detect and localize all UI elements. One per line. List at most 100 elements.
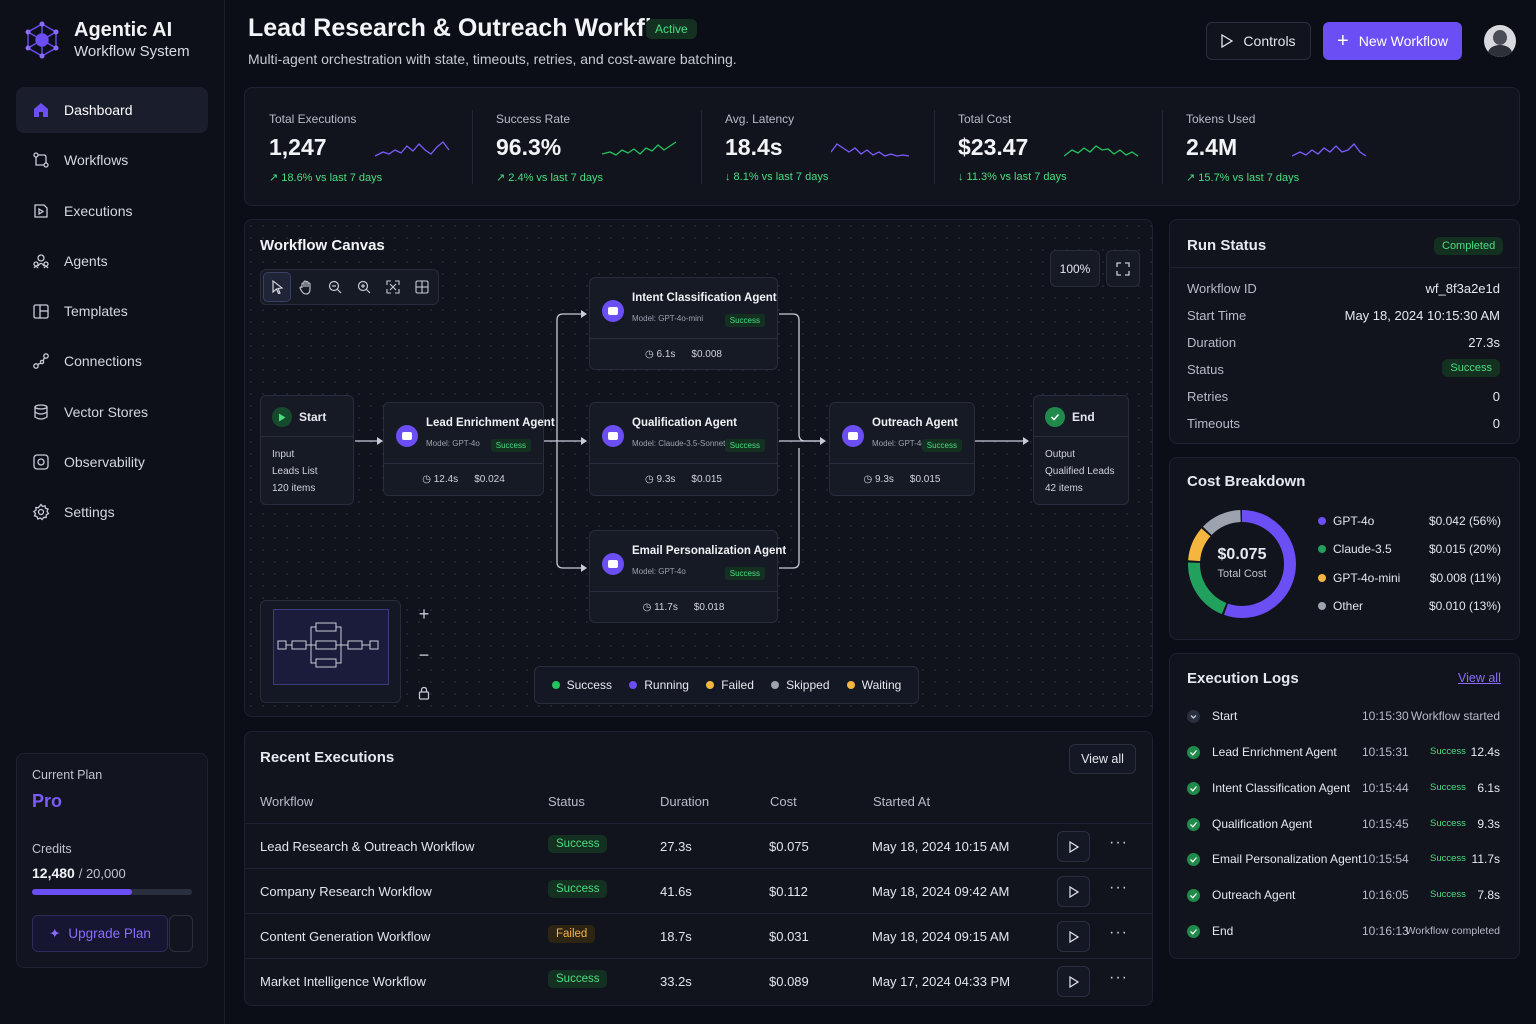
agent-node-email-personalization[interactable]: Email Personalization Agent Model: GPT-4…	[589, 530, 786, 623]
brand[interactable]: Agentic AI Workflow System	[24, 18, 190, 62]
sidebar-item-dashboard[interactable]: Dashboard	[16, 87, 208, 133]
sidebar-item-settings[interactable]: Settings	[16, 489, 208, 535]
column-header-status[interactable]: Status	[548, 794, 585, 809]
log-entry[interactable]: Email Personalization Agent 10:15:54 Suc…	[1187, 850, 1500, 870]
agent-node-intent-classification[interactable]: Intent Classification Agent Model: GPT-4…	[589, 277, 778, 370]
page-subtitle: Multi-agent orchestration with state, ti…	[248, 51, 737, 67]
table-row[interactable]: Market Intelligence Workflow Success 33.…	[244, 958, 1153, 1003]
row-workflow: Market Intelligence Workflow	[260, 974, 426, 989]
start-node-line2: Leads List	[272, 466, 318, 477]
dollar-icon: $0.024	[474, 474, 505, 485]
workflow-status-badge: Active	[646, 19, 697, 39]
table-row[interactable]: Lead Research & Outreach Workflow Succes…	[244, 823, 1153, 868]
avatar[interactable]	[1484, 25, 1516, 57]
minimap[interactable]	[260, 600, 401, 703]
agent-node-status: Success	[724, 439, 765, 452]
sidebar-item-agents[interactable]: Agents	[16, 238, 208, 284]
start-node[interactable]: Start Input Leads List 120 items	[260, 395, 354, 505]
row-started-at: May 18, 2024 09:15 AM	[872, 929, 1010, 944]
run-button[interactable]	[1057, 831, 1090, 862]
agent-node-lead-enrichment[interactable]: Lead Enrichment Agent Model: GPT-4o Succ…	[383, 402, 555, 496]
legend-running: Running	[629, 678, 689, 692]
credits-progress	[32, 889, 192, 895]
execution-logs-title: Execution Logs	[1187, 670, 1299, 687]
end-node-line3: 42 items	[1045, 483, 1083, 494]
table-row[interactable]: Content Generation Workflow Failed 18.7s…	[244, 913, 1153, 958]
zoom-out-icon[interactable]	[321, 272, 349, 302]
more-options-icon[interactable]: ···	[1109, 879, 1128, 896]
run-button[interactable]	[1057, 921, 1090, 952]
end-node[interactable]: End Output Qualified Leads 42 items	[1033, 395, 1129, 505]
plan-extra-button[interactable]	[169, 915, 193, 952]
agent-node-outreach[interactable]: Outreach Agent Model: GPT-4o Success ◷ 9…	[829, 402, 975, 496]
more-options-icon[interactable]: ···	[1109, 924, 1128, 941]
sidebar-item-executions[interactable]: Executions	[16, 188, 208, 234]
sidebar-item-observability[interactable]: Observability	[16, 439, 208, 485]
run-button[interactable]	[1057, 966, 1090, 997]
clock-icon: ◷ 9.3s	[644, 474, 676, 485]
fit-view-icon[interactable]	[379, 272, 407, 302]
new-workflow-label: New Workflow	[1358, 33, 1448, 49]
kpi-value: $23.47	[958, 134, 1029, 160]
column-header-started-at[interactable]: Started At	[873, 794, 931, 809]
dollar-icon: $0.018	[694, 602, 725, 613]
sidebar-item-label: Dashboard	[64, 102, 133, 118]
new-workflow-button[interactable]: + New Workflow	[1323, 22, 1462, 60]
recent-view-all-button[interactable]: View all	[1069, 744, 1136, 774]
log-duration: 11.7s	[1471, 852, 1500, 866]
run-button[interactable]	[1057, 876, 1090, 907]
observability-icon	[33, 454, 49, 470]
zoom-level[interactable]: 100%	[1050, 250, 1100, 287]
zoom-in-icon[interactable]	[350, 272, 378, 302]
agent-node-time: 9.3s	[875, 474, 894, 485]
more-options-icon[interactable]: ···	[1109, 969, 1128, 986]
column-header-duration[interactable]: Duration	[660, 794, 710, 809]
log-entry[interactable]: Intent Classification Agent 10:15:44 Suc…	[1187, 779, 1500, 799]
row-status-badge: Success	[548, 880, 608, 898]
play-icon	[272, 407, 292, 427]
divider	[1169, 267, 1520, 268]
controls-button[interactable]: Controls	[1206, 22, 1311, 60]
cost-donut-chart	[1188, 510, 1296, 618]
upgrade-plan-button[interactable]: ✦ Upgrade Plan	[32, 915, 168, 952]
log-entry[interactable]: Qualification Agent 10:15:45 Success 9.3…	[1187, 815, 1500, 835]
table-row[interactable]: Company Research Workflow Success 41.6s …	[244, 868, 1153, 913]
log-duration: 12.4s	[1470, 745, 1500, 759]
kpi-sparkline	[831, 143, 910, 157]
log-entry[interactable]: End 10:16:13 Workflow completed	[1187, 922, 1500, 942]
more-options-icon[interactable]: ···	[1109, 834, 1128, 851]
hand-icon[interactable]	[292, 272, 320, 302]
zoom-plus-icon[interactable]: +	[418, 604, 430, 624]
row-duration: 33.2s	[660, 974, 692, 989]
sidebar-item-vector-stores[interactable]: Vector Stores	[16, 389, 208, 435]
sidebar-item-templates[interactable]: Templates	[16, 288, 208, 334]
fullscreen-icon[interactable]	[1106, 250, 1140, 287]
execution-logs-card	[1169, 653, 1520, 959]
clock-icon: ◷ 12.4s	[422, 474, 459, 485]
play-icon	[1068, 840, 1079, 853]
column-header-cost[interactable]: Cost	[770, 794, 797, 809]
logs-view-all-link[interactable]: View all	[1458, 671, 1501, 685]
end-node-title: End	[1072, 410, 1095, 424]
sidebar-item-connections[interactable]: Connections	[16, 338, 208, 384]
workflow-canvas[interactable]: Workflow Canvas 100%	[244, 219, 1153, 717]
pointer-icon[interactable]	[263, 272, 291, 302]
log-entry[interactable]: Start 10:15:30 Workflow started	[1187, 707, 1500, 727]
log-entry[interactable]: Lead Enrichment Agent 10:15:31 Success 1…	[1187, 743, 1500, 763]
check-icon	[1187, 853, 1200, 866]
run-status-title: Run Status	[1187, 237, 1267, 254]
agent-node-qualification[interactable]: Qualification Agent Model: Claude-3.5-So…	[589, 402, 778, 496]
sidebar-item-workflows[interactable]: Workflows	[16, 137, 208, 183]
lock-icon[interactable]	[418, 686, 430, 700]
layout-icon[interactable]	[408, 272, 436, 302]
play-icon	[1068, 885, 1079, 898]
agent-node-time: 9.3s	[656, 474, 676, 485]
start-node-title: Start	[299, 410, 327, 424]
kpi-tokens-used: Tokens Used 2.4M ↗ 15.7% vs last 7 days	[1162, 88, 1367, 206]
agent-node-status: Success	[921, 439, 962, 452]
column-header-workflow[interactable]: Workflow	[260, 794, 314, 809]
cost-total: $0.075	[1217, 546, 1267, 563]
zoom-minus-icon[interactable]: −	[418, 645, 430, 665]
agent-node-title: Outreach Agent	[872, 417, 958, 429]
log-entry[interactable]: Outreach Agent 10:16:05 Success 7.8s	[1187, 886, 1500, 906]
